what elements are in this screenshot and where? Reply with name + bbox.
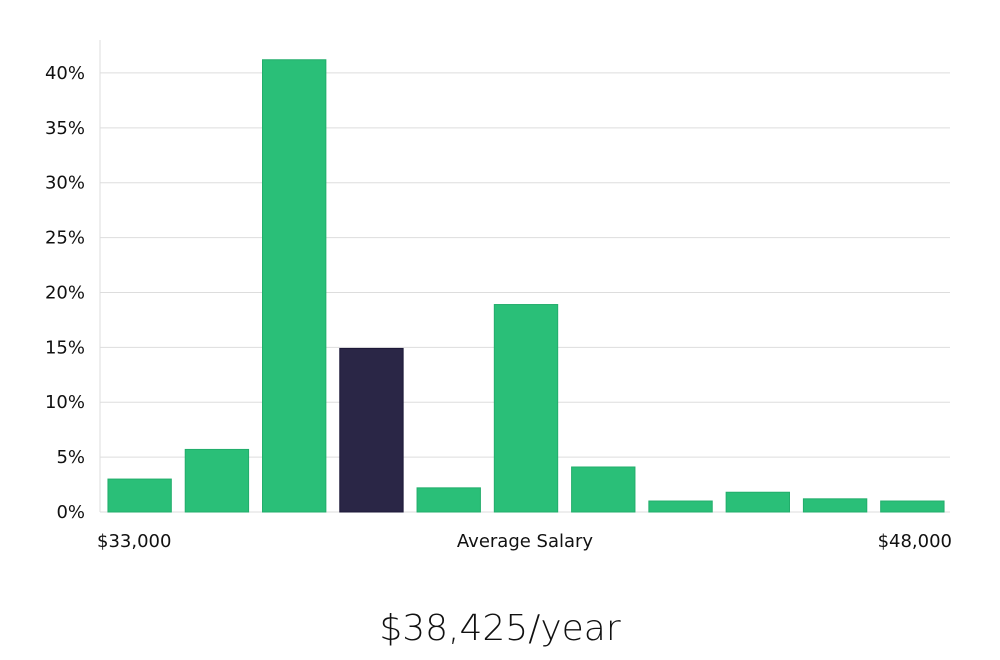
average-salary-value: $38,425/year [379,608,621,649]
bar [880,500,945,513]
y-tick-label: 5% [56,447,85,468]
bar [107,478,172,513]
bar [648,500,713,513]
salary-histogram: 0% 5% 10% 15% 20% 25% 30% 35% 40% $33,000 Averag… [45,40,952,552]
y-tick-label: 15% [45,337,85,358]
y-tick-label: 0% [56,502,85,523]
bars [107,59,945,513]
x-min-label: $33,000 [97,531,171,552]
x-max-label: $48,000 [878,531,952,552]
bar [416,487,481,513]
y-tick-label: 10% [45,392,85,413]
y-tick-label: 40% [45,63,85,84]
bar [262,59,327,513]
x-center-label: Average Salary [457,531,594,552]
bar [493,304,559,513]
y-tick-label: 25% [45,228,85,249]
bar [725,491,790,513]
y-tick-label: 30% [45,173,85,194]
bar-highlight [339,347,404,513]
bar [184,448,250,513]
bar [802,498,868,513]
y-axis-ticks: 0% 5% 10% 15% 20% 25% 30% 35% 40% [45,63,85,523]
y-tick-label: 35% [45,118,85,139]
bar [571,466,636,513]
y-tick-label: 20% [45,282,85,303]
